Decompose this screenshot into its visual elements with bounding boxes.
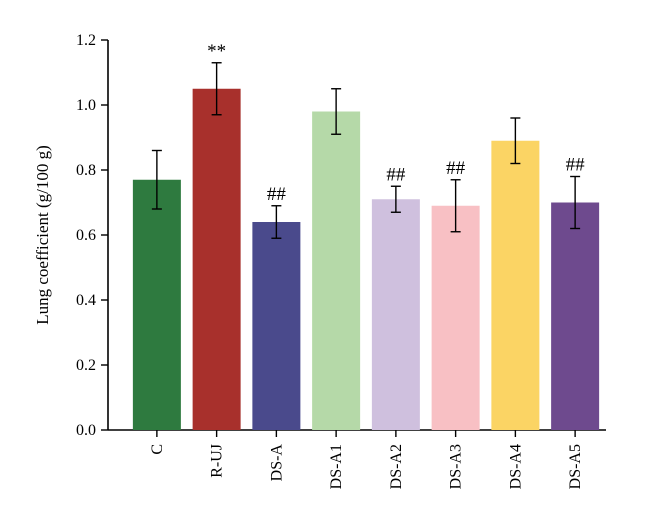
y-tick-label: 0.2 — [76, 357, 96, 374]
bar-ds-a1 — [312, 111, 361, 430]
x-tick-label: R-UJ — [209, 444, 226, 478]
bar-ds-a4 — [491, 140, 540, 430]
bar-ds-a2 — [371, 199, 420, 430]
significance-label: ## — [566, 155, 586, 176]
significance-label: ## — [386, 164, 406, 185]
y-tick-label: 0.4 — [76, 292, 96, 309]
bar-ds-a — [252, 222, 301, 430]
x-tick-label: DS-A2 — [388, 444, 405, 489]
axes: 0.0 0.2 0.4 0.6 0.8 1.0 1.2 — [76, 32, 606, 439]
significance-label: ## — [446, 158, 466, 179]
x-tick-label: DS-A3 — [448, 444, 465, 489]
x-tick-label: DS-A1 — [328, 444, 345, 489]
x-tick-label: C — [149, 444, 166, 455]
y-tick-label: 1.2 — [76, 32, 96, 49]
bar-r-uj — [192, 88, 241, 430]
labels-group: C R-UJ ** DS-A ## DS-A1 DS-A2 ## DS-A3 ## DS-A4 DS-… — [149, 41, 585, 490]
bars-group — [132, 62, 600, 430]
y-tick-label: 0.8 — [76, 162, 96, 179]
x-tick-label: DS-A4 — [507, 444, 524, 489]
y-tick-label: 1.0 — [76, 97, 96, 114]
y-axis-title: Lung coefficient (g/100 g) — [33, 145, 52, 325]
bar-c — [132, 179, 181, 430]
bar-ds-a3 — [431, 205, 480, 430]
x-tick-label: DS-A — [268, 444, 285, 482]
x-tick-label: DS-A5 — [567, 444, 584, 489]
significance-label: ## — [267, 184, 287, 205]
significance-label: ** — [207, 41, 226, 62]
y-tick-label: 0.6 — [76, 227, 96, 244]
y-tick-label: 0.0 — [76, 422, 96, 439]
bar-ds-a5 — [551, 202, 600, 430]
